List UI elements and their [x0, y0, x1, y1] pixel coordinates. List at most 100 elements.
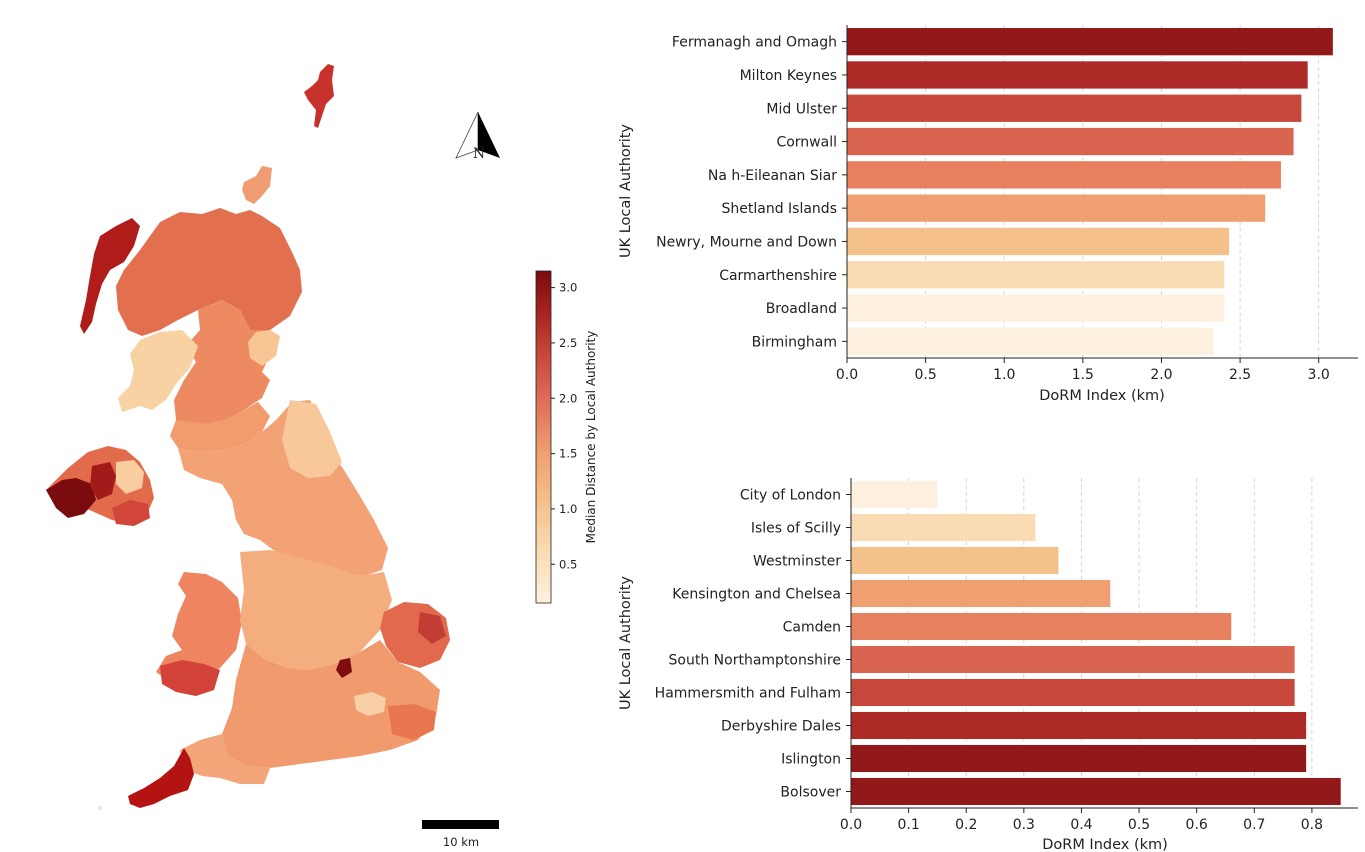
map-region-london — [354, 692, 386, 716]
chart2-bar — [851, 744, 1307, 773]
chart2-x-tick-label: 0.1 — [897, 817, 919, 833]
chart2-bar — [851, 513, 1036, 542]
map-region-kent — [388, 704, 436, 740]
chart1-x-tick-label: 0.5 — [914, 367, 936, 383]
chart1-y-axis-label: UK Local Authority — [618, 124, 634, 258]
chart2-y-tick-label: Hammersmith and Fulham — [655, 686, 841, 702]
chart2-y-tick-label: City of London — [740, 488, 841, 504]
colorbar-gradient — [535, 270, 552, 604]
chart1-y-tick-label: Cornwall — [776, 135, 837, 151]
map-region-south-west — [180, 734, 270, 784]
colorbar-tick-label: 2.5 — [559, 336, 577, 350]
chart1-y-tick-label: Milton Keynes — [740, 68, 837, 84]
chart1-x-tick-label: 1.0 — [993, 367, 1015, 383]
chart2-x-tick-label: 0.3 — [1013, 817, 1035, 833]
colorbar-tick-label: 0.5 — [559, 557, 577, 571]
colorbar-tick-label: 1.0 — [559, 502, 577, 516]
chart1-x-tick-label: 2.5 — [1229, 367, 1251, 383]
chart2-y-tick-label: Bolsover — [780, 785, 841, 801]
map-region-argyll — [118, 330, 198, 412]
chart1-y-tick-label: Na h-Eileanan Siar — [708, 168, 837, 184]
map-region-mid-ulster — [90, 462, 116, 500]
map-region-fermanagh-omagh — [46, 478, 96, 518]
colorbar-tick-label: 1.5 — [559, 447, 577, 461]
map-region-shetland — [304, 64, 334, 128]
chart1-x-tick-label: 2.0 — [1150, 367, 1172, 383]
map-region-south-east — [222, 640, 440, 768]
scale-bar-rect — [422, 820, 499, 829]
chart2-x-tick-labels: 0.0 0.1 0.2 0.3 0.4 0.5 0.6 0.7 0.8 — [840, 808, 1323, 833]
chart1-bar — [847, 127, 1294, 156]
bottom-authorities-bar-chart: City of London Isles of Scilly Westminster… — [618, 478, 1358, 852]
chart1-bar — [847, 261, 1225, 289]
scale-bar-label: 10 km — [443, 835, 479, 849]
chart1-y-tick-label: Fermanagh and Omagh — [672, 35, 837, 51]
chart2-x-tick-label: 0.6 — [1186, 817, 1208, 833]
colorbar: 0.5 1.0 1.5 2.0 2.5 3.0 Median Distance by Lo… — [535, 270, 598, 604]
map-region-highland — [116, 208, 302, 336]
map-region-yorkshire — [282, 400, 342, 478]
uk-choropleth-map — [46, 64, 450, 810]
map-region-borders — [170, 402, 270, 452]
chart1-bar — [847, 161, 1281, 189]
scale-bar: 10 km — [422, 820, 499, 849]
chart1-bar — [847, 27, 1333, 56]
map-region-cornwall — [128, 748, 194, 808]
map-region-midlands — [240, 550, 392, 670]
chart2-bar — [851, 612, 1232, 641]
chart2-y-tick-labels: City of London Isles of Scilly Westminster… — [655, 488, 851, 801]
chart1-bar — [847, 61, 1308, 89]
chart1-y-tick-label: Shetland Islands — [722, 201, 838, 217]
map-region-antrim — [116, 460, 144, 494]
chart1-x-tick-labels: 0.0 0.5 1.0 1.5 2.0 2.5 3.0 — [836, 358, 1330, 383]
north-arrow-label: N — [473, 146, 485, 162]
chart2-y-tick-label: Camden — [783, 620, 841, 636]
chart2-bars — [851, 480, 1341, 806]
chart2-y-tick-label: Derbyshire Dales — [721, 719, 841, 735]
chart2-y-tick-label: Westminster — [753, 554, 841, 570]
chart1-bars — [847, 27, 1333, 356]
colorbar-tick-label: 3.0 — [559, 281, 577, 295]
chart1-bar — [847, 294, 1225, 322]
chart1-bar — [847, 94, 1302, 122]
map-region-milton-keynes — [336, 658, 352, 678]
colorbar-ticks: 0.5 1.0 1.5 2.0 2.5 3.0 — [551, 281, 577, 571]
chart2-bar — [851, 480, 938, 509]
chart2-y-tick-label: Isles of Scilly — [751, 521, 841, 537]
map-region-newry — [112, 500, 150, 526]
map-region-isles-of-scilly — [98, 806, 102, 810]
chart2-y-tick-label: Kensington and Chelsea — [672, 587, 841, 603]
map-region-carmarthenshire — [160, 660, 220, 696]
chart2-x-tick-label: 0.8 — [1301, 817, 1323, 833]
chart2-bar — [851, 777, 1341, 806]
map-region-scotland-south — [174, 300, 274, 426]
map-region-england-north — [178, 400, 388, 576]
chart2-bar — [851, 711, 1307, 740]
north-arrow: N — [455, 111, 500, 162]
chart2-bar — [851, 579, 1111, 608]
chart2-x-tick-label: 0.0 — [840, 817, 862, 833]
chart1-x-tick-label: 1.5 — [1072, 367, 1094, 383]
chart1-x-tick-label: 3.0 — [1308, 367, 1330, 383]
chart2-y-axis-label: UK Local Authority — [618, 576, 634, 710]
chart1-x-axis-label: DoRM Index (km) — [1039, 388, 1165, 404]
map-region-aberdeen — [248, 330, 280, 366]
chart1-bar — [847, 327, 1214, 356]
chart2-x-tick-label: 0.2 — [955, 817, 977, 833]
chart1-y-tick-labels: Fermanagh and Omagh Milton Keynes Mid Ulst… — [656, 35, 847, 350]
map-region-orkney — [242, 166, 272, 204]
map-region-broadland — [418, 612, 446, 644]
chart2-x-axis-label: DoRM Index (km) — [1042, 837, 1168, 852]
map-region-outer-hebrides — [80, 218, 140, 334]
chart2-bar — [851, 645, 1295, 674]
chart1-y-tick-label: Broadland — [766, 301, 837, 317]
top-authorities-bar-chart: Fermanagh and Omagh Milton Keynes Mid Ulst… — [618, 25, 1358, 404]
chart1-y-tick-label: Carmarthenshire — [719, 268, 837, 284]
chart2-bar — [851, 546, 1059, 575]
chart1-bar — [847, 227, 1230, 256]
chart2-x-tick-label: 0.5 — [1128, 817, 1150, 833]
chart2-x-tick-label: 0.4 — [1070, 817, 1092, 833]
colorbar-tick-label: 2.0 — [559, 391, 577, 405]
chart2-y-tick-label: South Northamptonshire — [669, 653, 841, 669]
